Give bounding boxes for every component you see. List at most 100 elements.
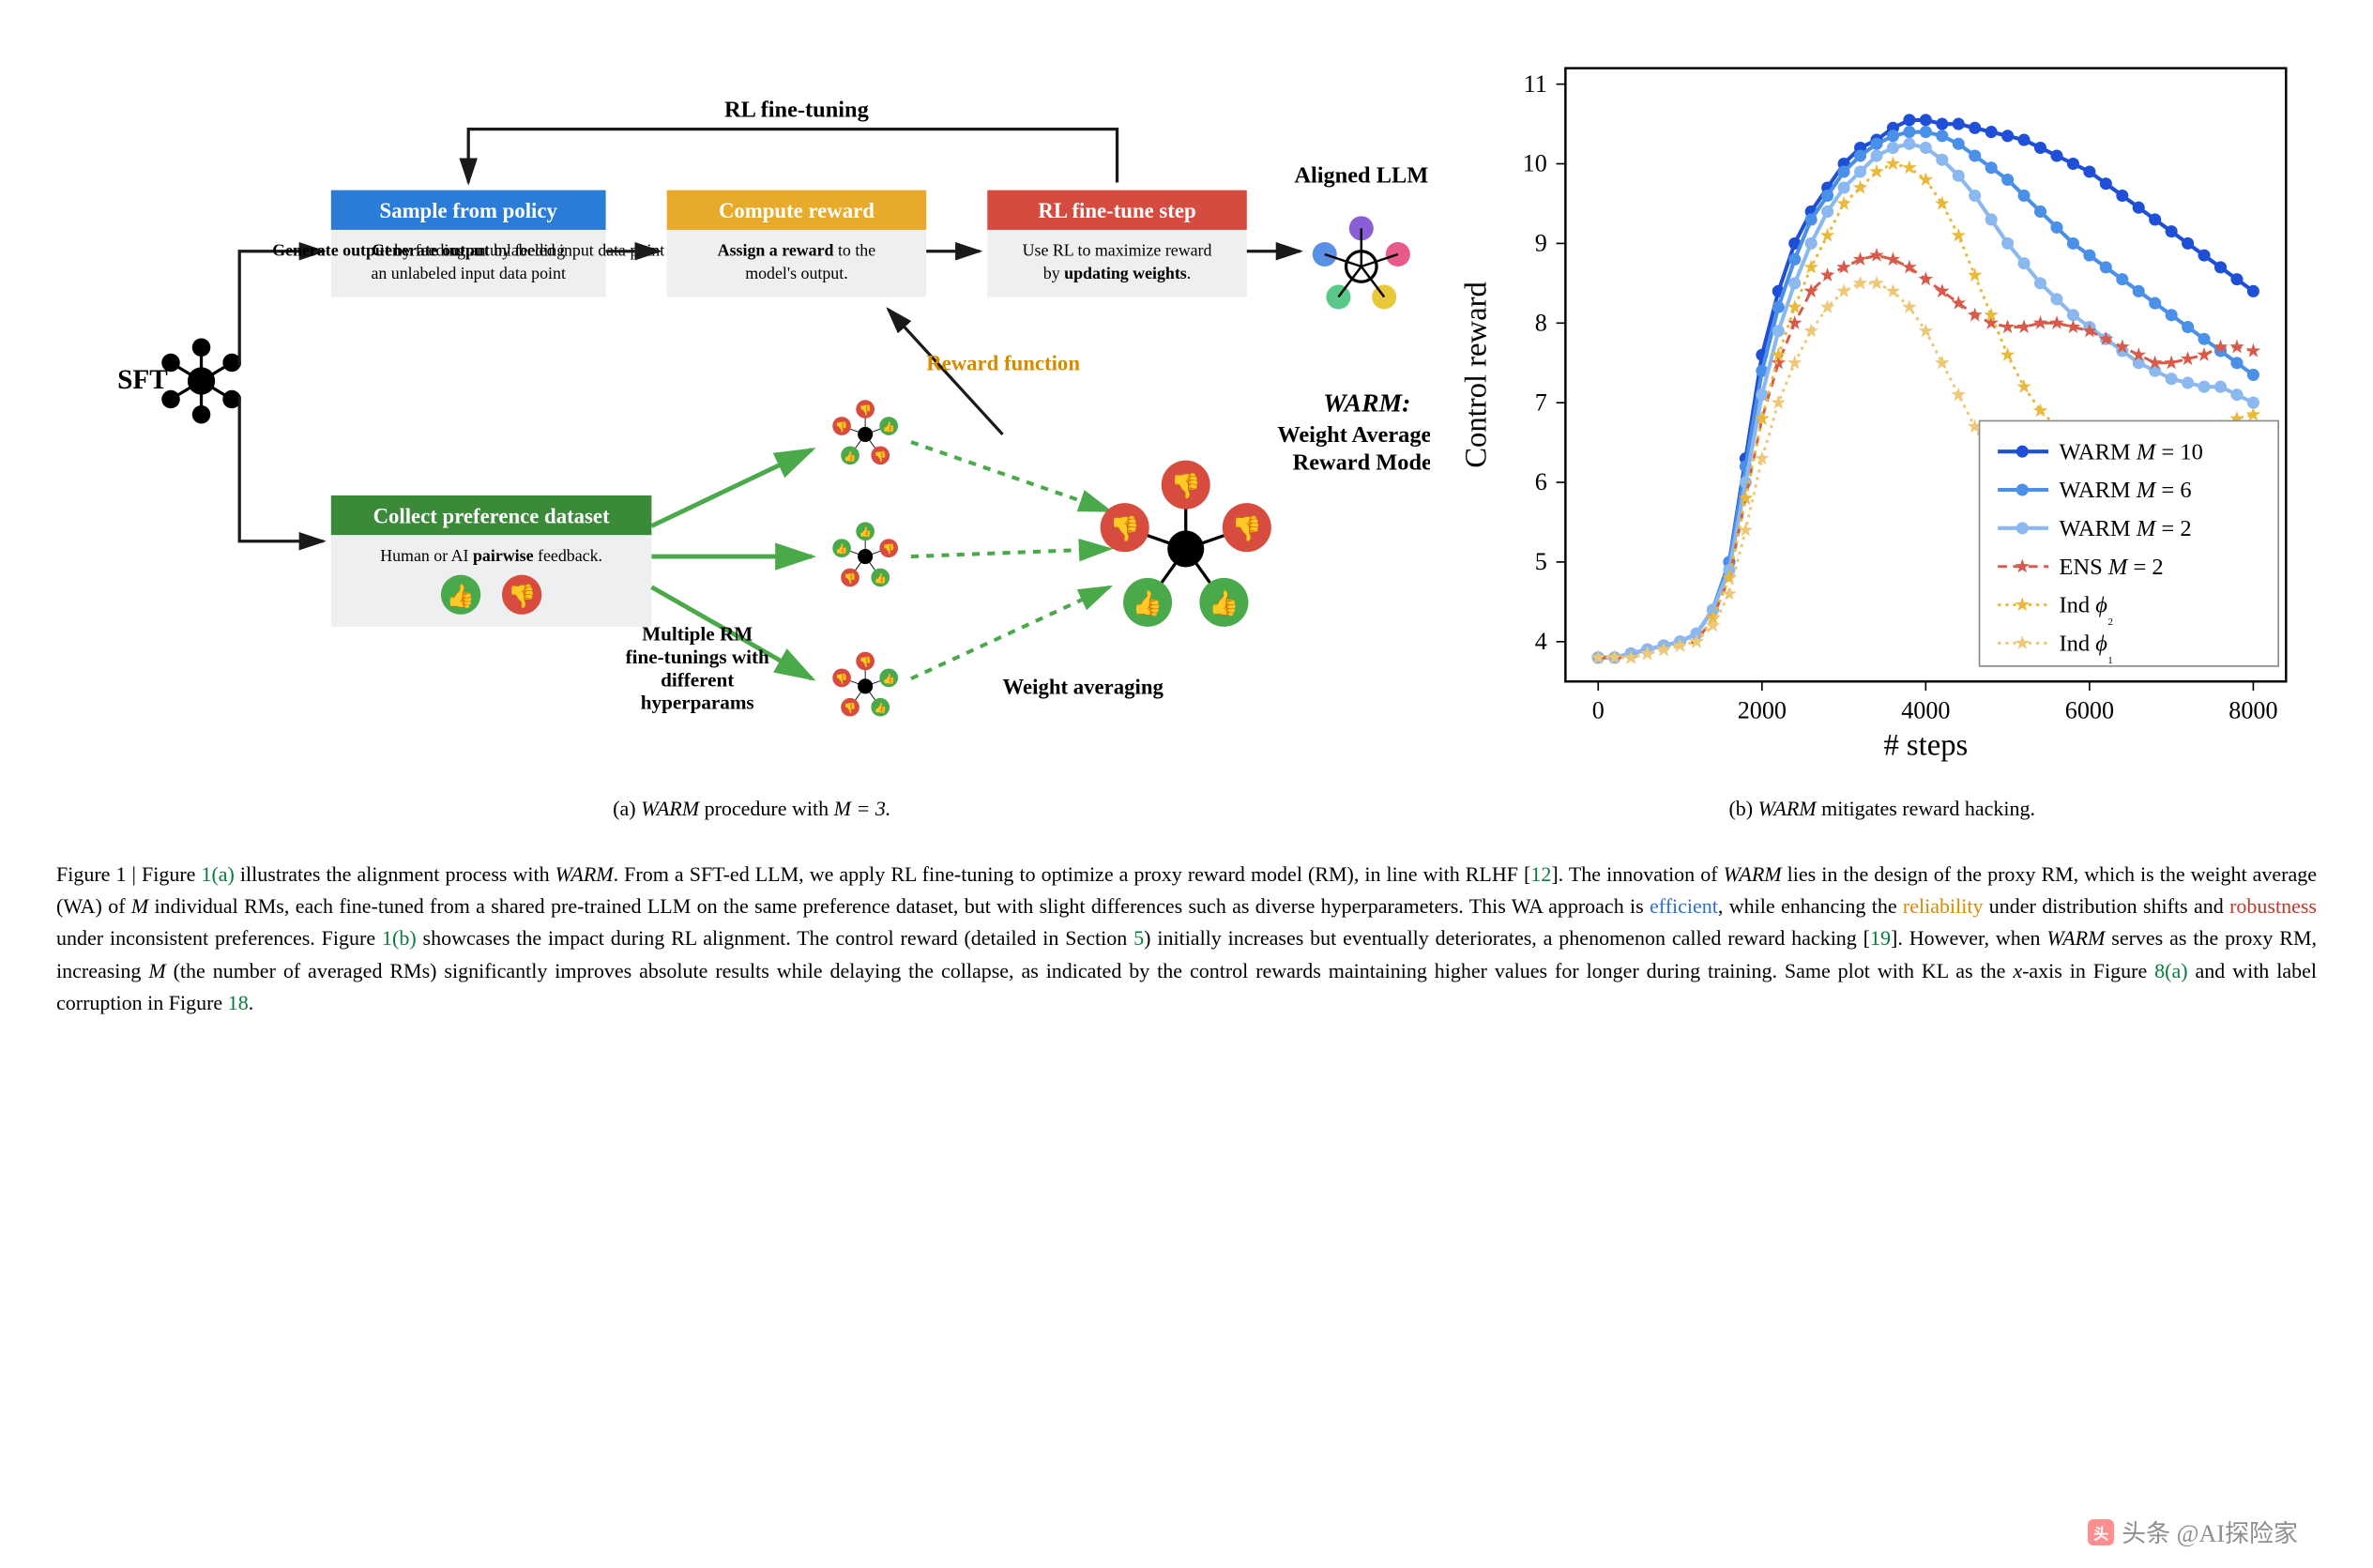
collect-to-rm1-arrow: [651, 449, 812, 525]
svg-text:ENS M = 2: ENS M = 2: [2059, 555, 2163, 580]
svg-text:👎: 👎: [844, 572, 856, 585]
svg-text:Control reward: Control reward: [1459, 282, 1493, 468]
ref-19[interactable]: 19: [1870, 926, 1891, 950]
svg-text:👍: 👍: [1133, 589, 1163, 617]
svg-text:👎: 👎: [875, 450, 887, 463]
svg-text:👎: 👎: [835, 420, 847, 433]
ref-sec5[interactable]: 5: [1133, 926, 1144, 950]
ref-fig1a[interactable]: 1(a): [201, 862, 234, 886]
svg-text:👎: 👎: [1109, 515, 1139, 542]
sft-label: SFT: [117, 365, 168, 395]
rm2-to-warm-arrow: [911, 549, 1109, 556]
figure-container: SFT Sample from: [56, 38, 2317, 778]
svg-text:Reward Model: Reward Model: [1293, 449, 1430, 475]
svg-text:WARM M = 10: WARM M = 10: [2059, 439, 2202, 464]
svg-text:4000: 4000: [1901, 696, 1950, 723]
svg-text:👎: 👎: [859, 404, 871, 417]
svg-text:fine-tunings with: fine-tunings with: [626, 646, 769, 668]
svg-text:model's output.: model's output.: [745, 264, 847, 282]
subcaption-a: (a) WARM procedure with M = 3.: [56, 797, 1447, 821]
svg-text:👎: 👎: [883, 543, 895, 556]
watermark-text: 头条 @AI探险家: [2122, 1515, 2298, 1549]
rm3-to-warm-arrow: [911, 587, 1109, 679]
svg-text:RL fine-tune step: RL fine-tune step: [1038, 199, 1195, 222]
svg-text:👍: 👍: [844, 450, 856, 463]
sft-network-icon: [161, 338, 241, 423]
svg-text:Human or AI pairwise feedback.: Human or AI pairwise feedback.: [380, 546, 602, 565]
multiple-rm-label: Multiple RM: [642, 623, 753, 646]
word-efficient: efficient: [1650, 894, 1718, 918]
svg-text:Compute reward: Compute reward: [719, 199, 875, 222]
svg-text:Assign a reward to the: Assign a reward to the: [718, 241, 876, 260]
word-reliability: reliability: [1903, 894, 1984, 918]
svg-text:👍: 👍: [875, 702, 887, 714]
svg-text:Generate output by feeding: Generate output by feeding: [372, 241, 565, 260]
aligned-llm-label: Aligned LLM: [1294, 163, 1428, 189]
svg-text:6000: 6000: [2065, 696, 2114, 723]
rm-network-3: 👎 👍 👍 👎 👎: [832, 652, 898, 717]
sft-to-sample-arrow: [239, 251, 323, 366]
svg-text:2000: 2000: [1738, 696, 1787, 723]
svg-text:👎: 👎: [508, 583, 536, 609]
svg-text:👍: 👍: [447, 582, 475, 609]
rm1-to-warm-arrow: [911, 442, 1109, 510]
ref-fig18[interactable]: 18: [228, 991, 249, 1014]
svg-text:👍: 👍: [883, 420, 895, 433]
svg-text:11: 11: [1524, 70, 1547, 98]
svg-text:👎: 👎: [1171, 472, 1201, 499]
svg-text:👍: 👍: [883, 673, 895, 685]
ref-fig8a[interactable]: 8(a): [2154, 959, 2187, 982]
ref-12[interactable]: 12: [1530, 862, 1551, 886]
svg-text:by updating weights.: by updating weights.: [1043, 264, 1191, 282]
rm-network-2: 👍 👎 👍 👎 👍: [832, 522, 898, 586]
aligned-llm-icon: [1313, 216, 1410, 309]
svg-text:WARM M = 2: WARM M = 2: [2059, 516, 2191, 541]
svg-text:👎: 👎: [859, 656, 871, 668]
watermark: 头 头条 @AI探险家: [2088, 1515, 2298, 1549]
warm-title: WARM:: [1323, 388, 1410, 418]
warm-diagram: SFT Sample from: [56, 38, 1430, 770]
sft-to-collect-arrow: [239, 396, 323, 541]
word-robustness: robustness: [2229, 894, 2317, 918]
svg-text:4: 4: [1535, 628, 1547, 655]
svg-text:8000: 8000: [2228, 696, 2277, 723]
svg-text:0: 0: [1592, 696, 1605, 723]
warm-network-icon: 👎 👎 👍 👍 👎: [1101, 461, 1271, 627]
svg-text:👎: 👎: [835, 673, 847, 685]
svg-text:5: 5: [1535, 548, 1547, 575]
svg-text:9: 9: [1535, 230, 1547, 257]
figure-caption: Figure 1 | Figure 1(a) illustrates the a…: [56, 859, 2317, 1018]
svg-text:Collect preference dataset: Collect preference dataset: [373, 504, 610, 527]
rl-loop-arrow: [468, 129, 1117, 183]
svg-text:Sample from policy: Sample from policy: [380, 199, 558, 222]
collect-box: Collect preference dataset Human or AI p…: [331, 495, 652, 627]
svg-text:an unlabeled input data point: an unlabeled input data point: [371, 264, 566, 282]
reward-function-label: Reward function: [926, 352, 1080, 375]
svg-text:# steps: # steps: [1883, 729, 1968, 763]
panel-b: 0 2000 4000 6000 8000 4 5 6 7 8 9 10 11 # steps Contro…: [1458, 38, 2317, 778]
subcaption-b: (b) WARM mitigates reward hacking.: [1447, 797, 2317, 821]
svg-text:👍: 👍: [835, 543, 847, 556]
sample-box: Sample from policy Generate output by fe…: [272, 190, 664, 297]
reward-box: Compute reward Assign a reward to the mo…: [667, 190, 927, 297]
svg-text:different: different: [661, 668, 734, 691]
subcaption-row: (a) WARM procedure with M = 3. (b) WARM …: [56, 797, 2317, 821]
svg-text:👍: 👍: [1209, 589, 1239, 617]
panel-a: SFT Sample from: [56, 38, 1430, 775]
svg-text:👎: 👎: [1232, 515, 1262, 542]
svg-text:10: 10: [1523, 150, 1547, 177]
rm-network-1: 👎 👍 👎 👍 👎: [832, 400, 898, 464]
svg-text:👎: 👎: [844, 702, 856, 714]
control-reward-chart: 0 2000 4000 6000 8000 4 5 6 7 8 9 10 11 # steps Contro…: [1458, 38, 2317, 773]
svg-text:👍: 👍: [859, 526, 871, 539]
svg-text:hyperparams: hyperparams: [641, 692, 754, 714]
weight-averaging-label: Weight averaging: [1003, 675, 1164, 698]
svg-text:WARM M = 6: WARM M = 6: [2059, 478, 2191, 503]
rl-finetuning-label: RL fine-tuning: [724, 98, 869, 123]
ref-fig1b[interactable]: 1(b): [382, 926, 417, 950]
svg-text:Weight Averaged: Weight Averaged: [1277, 422, 1430, 448]
svg-text:6: 6: [1535, 468, 1547, 495]
svg-text:7: 7: [1535, 388, 1547, 416]
svg-text:👍: 👍: [875, 572, 887, 585]
svg-text:8: 8: [1535, 309, 1547, 336]
